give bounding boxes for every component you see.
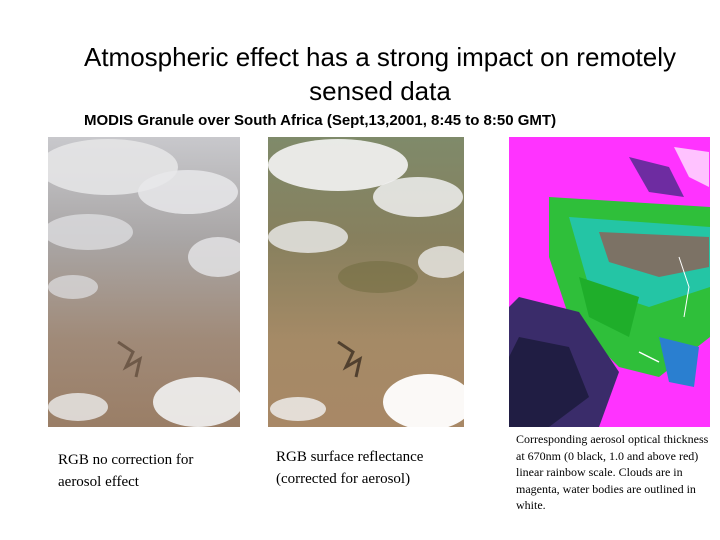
- rgb-surface-reflectance-picture: [268, 137, 464, 427]
- slide-subtitle: MODIS Granule over South Africa (Sept,13…: [84, 112, 557, 129]
- caption-rgb-no-correction: RGB no correction for aerosol effect: [58, 452, 194, 490]
- rgb-no-correction-image: [48, 137, 240, 427]
- caption-aerosol-optical-thickness: Corresponding aerosol optical thickness …: [516, 432, 709, 512]
- caption-rgb-surface-reflectance: RGB surface reflectance (corrected for a…: [276, 449, 424, 487]
- aerosol-optical-thickness-picture: [509, 137, 710, 427]
- rgb-no-correction-picture: [48, 137, 240, 427]
- slide-title: Atmospheric effect has a strong impact o…: [83, 42, 677, 106]
- rgb-surface-reflectance-image: [268, 137, 464, 427]
- aerosol-optical-thickness-image: [509, 137, 710, 427]
